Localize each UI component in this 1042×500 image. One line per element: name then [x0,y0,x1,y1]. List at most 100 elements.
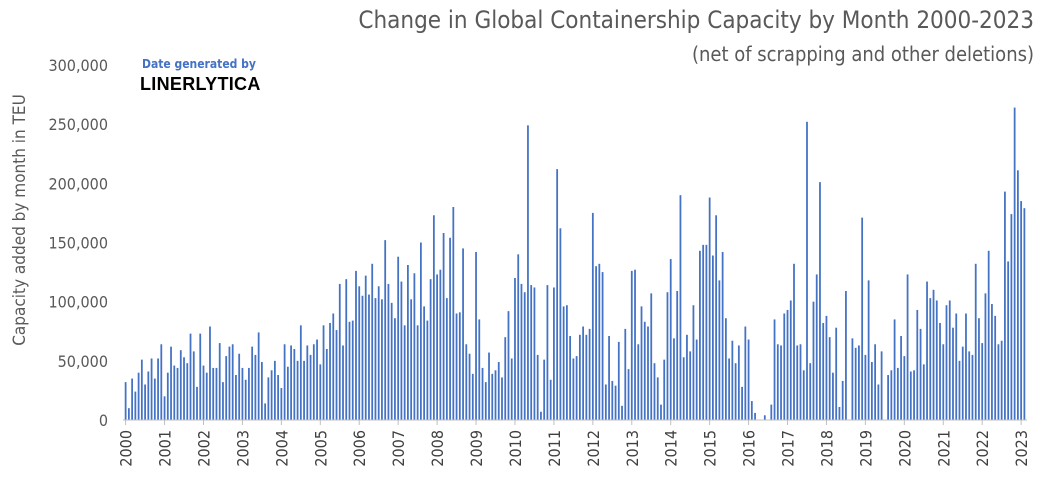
bar [686,334,688,420]
bar [783,313,786,420]
bar [377,286,380,420]
y-tick-label: 100,000 [48,293,108,312]
bar [413,273,416,420]
bar [173,365,176,420]
bar [527,125,529,420]
bar [861,217,864,420]
bar [929,298,932,420]
bar [702,244,705,420]
bar [348,321,351,420]
bar [627,369,630,420]
bar [854,347,857,420]
bar [841,380,844,420]
bar [312,344,315,420]
bar [267,377,270,420]
bar [397,256,400,420]
bar [235,375,237,420]
bar [209,326,211,420]
bar [351,320,354,420]
bar [858,345,860,420]
bar [176,367,179,420]
y-axis-label: Capacity added by month in TEU [10,94,30,346]
bar [296,360,299,420]
bar [806,121,808,421]
bar [741,386,743,420]
bar [553,287,555,420]
bar [1000,340,1003,420]
bar [747,339,750,420]
bar [228,346,231,420]
bar [978,318,980,420]
bar [845,291,847,420]
bar [634,269,636,420]
bar [462,248,464,420]
bar [494,370,497,420]
bar [394,318,396,420]
bar [381,299,383,420]
bar [611,380,614,420]
bar [621,405,623,420]
bar [196,386,198,420]
bar [124,382,127,420]
bar [160,344,163,420]
bar [368,294,370,420]
bar [507,311,510,420]
bar [491,373,494,420]
bar [157,358,159,420]
bar [458,312,461,420]
bar [682,357,685,420]
bar [955,313,958,420]
bar [140,359,143,420]
bar [640,306,643,420]
bar [692,305,695,420]
bar [653,363,656,420]
bar [952,327,954,420]
bar [497,362,500,420]
bar [449,237,451,420]
bar [991,304,993,420]
x-axis-ticks: 2000 2001 2002 2003 2004 2005 2006 2007 2008 2009… [117,420,1031,467]
bar [942,344,945,420]
bar [708,197,711,420]
bar [896,367,899,420]
bar [958,360,961,420]
bar [809,363,812,420]
bar [705,244,708,420]
bar [407,264,409,420]
bar [835,327,838,420]
bar [270,370,273,420]
x-tick-label: 2001 [156,430,175,467]
bar [695,339,698,420]
bar [488,352,490,420]
bar [939,322,941,420]
bar [870,362,873,420]
bar [974,263,977,420]
x-tick-label: 2004 [272,430,291,467]
x-tick-label: 2002 [194,430,213,467]
bar [484,382,487,420]
bar [578,334,581,420]
bar [987,250,990,420]
generated-by-label: Date generated by [142,57,256,71]
bar [153,378,156,420]
bar [1020,201,1023,420]
bar [251,346,254,420]
bar [468,353,471,420]
bar [517,254,520,420]
bar [906,274,909,420]
bar [273,360,276,420]
bar [961,346,964,420]
bar [922,364,925,420]
bar [828,337,831,420]
bar [127,408,130,420]
x-tick-label: 2006 [350,430,369,467]
x-tick-label: 2020 [895,430,914,467]
bar [647,326,649,420]
bar [361,295,364,420]
bar [540,411,542,420]
bar [186,363,189,420]
bar [968,351,971,420]
bar [851,338,854,420]
bar [712,255,714,420]
bar [676,291,679,420]
